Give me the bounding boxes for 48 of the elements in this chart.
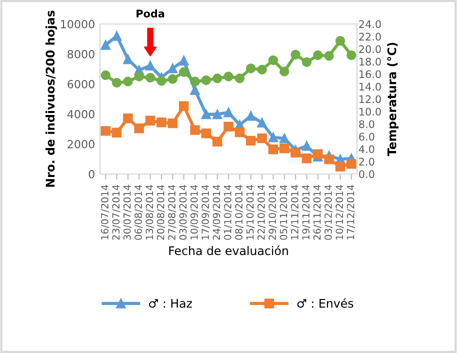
- x-tick-label: 03/09/2014: [179, 184, 188, 240]
- legend-label: ♂ : Envés: [297, 298, 354, 308]
- y2-tick-label: 16.0: [360, 70, 381, 78]
- y2-tick-label: 12.0: [360, 95, 381, 104]
- x-tick-label: 30/07/2014: [123, 184, 132, 240]
- y2-axis-title: Temperatura (°C): [387, 42, 399, 156]
- x-tick-label: 17/12/2014: [346, 184, 355, 240]
- y2-tick-label: 24.0: [359, 20, 381, 28]
- x-tick-label: 08/10/2014: [235, 184, 244, 240]
- y-tick-label: 0: [88, 170, 94, 178]
- x-tick-label: 03/12/2014: [324, 184, 333, 240]
- x-tick-label: 26/11/2014: [313, 184, 322, 240]
- x-tick-label: 15/10/2014: [246, 184, 254, 240]
- legend-label: ♂ : Haz: [149, 298, 192, 308]
- y-tick-label: 6000: [68, 80, 94, 88]
- x-tick-label: 20/08/2014: [156, 184, 166, 240]
- x-axis-title: Fecha de evaluación: [169, 246, 288, 256]
- text: Poda: [136, 9, 164, 18]
- y-tick-label: 10000: [61, 20, 94, 28]
- y2-tick-label: 10.0: [360, 108, 381, 116]
- y2-tick-label: 14.0: [360, 82, 381, 91]
- y2-tick-label: 6.0: [359, 132, 374, 141]
- x-tick-label: 19/11/2014: [302, 184, 310, 240]
- x-tick-label: 06/08/2014: [134, 184, 143, 240]
- x-tick-label: 12/11/2014: [291, 184, 300, 240]
- y-axis-title: Nro. de indivuos/200 hojas: [45, 10, 58, 187]
- x-tick-label: 10/12/2014: [336, 184, 344, 240]
- x-tick-label: 05/11/2014: [280, 184, 288, 240]
- x-tick-label: 01/10/2014: [224, 184, 232, 240]
- y2-tick-label: 4.0: [358, 145, 374, 154]
- x-tick-label: 23/07/2014: [112, 184, 120, 240]
- y-tick-label: 4000: [67, 110, 94, 118]
- x-tick-label: 22/10/2014: [257, 184, 266, 240]
- x-tick-label: 10/09/2014: [190, 184, 199, 240]
- y2-tick-label: 8.0: [359, 120, 374, 128]
- x-tick-label: 17/09/2014: [202, 184, 210, 240]
- y2-tick-label: 18.0: [360, 58, 381, 66]
- x-tick-label: 27/08/2014: [168, 184, 176, 240]
- x-tick-label: 13/08/2014: [146, 184, 154, 240]
- x-tick-label: 16/07/2014: [101, 184, 110, 240]
- y2-tick-label: 0.0: [359, 170, 374, 178]
- y2-tick-label: 22.0: [359, 32, 381, 41]
- y-tick-label: 8000: [68, 50, 94, 58]
- y2-tick-label: 20.0: [359, 45, 381, 54]
- y-tick-label: 2000: [68, 140, 94, 148]
- x-tick-label: 29/10/2014: [268, 184, 277, 240]
- x-tick-label: 24/09/2014: [212, 184, 221, 240]
- y2-tick-label: 2.0: [359, 158, 374, 166]
